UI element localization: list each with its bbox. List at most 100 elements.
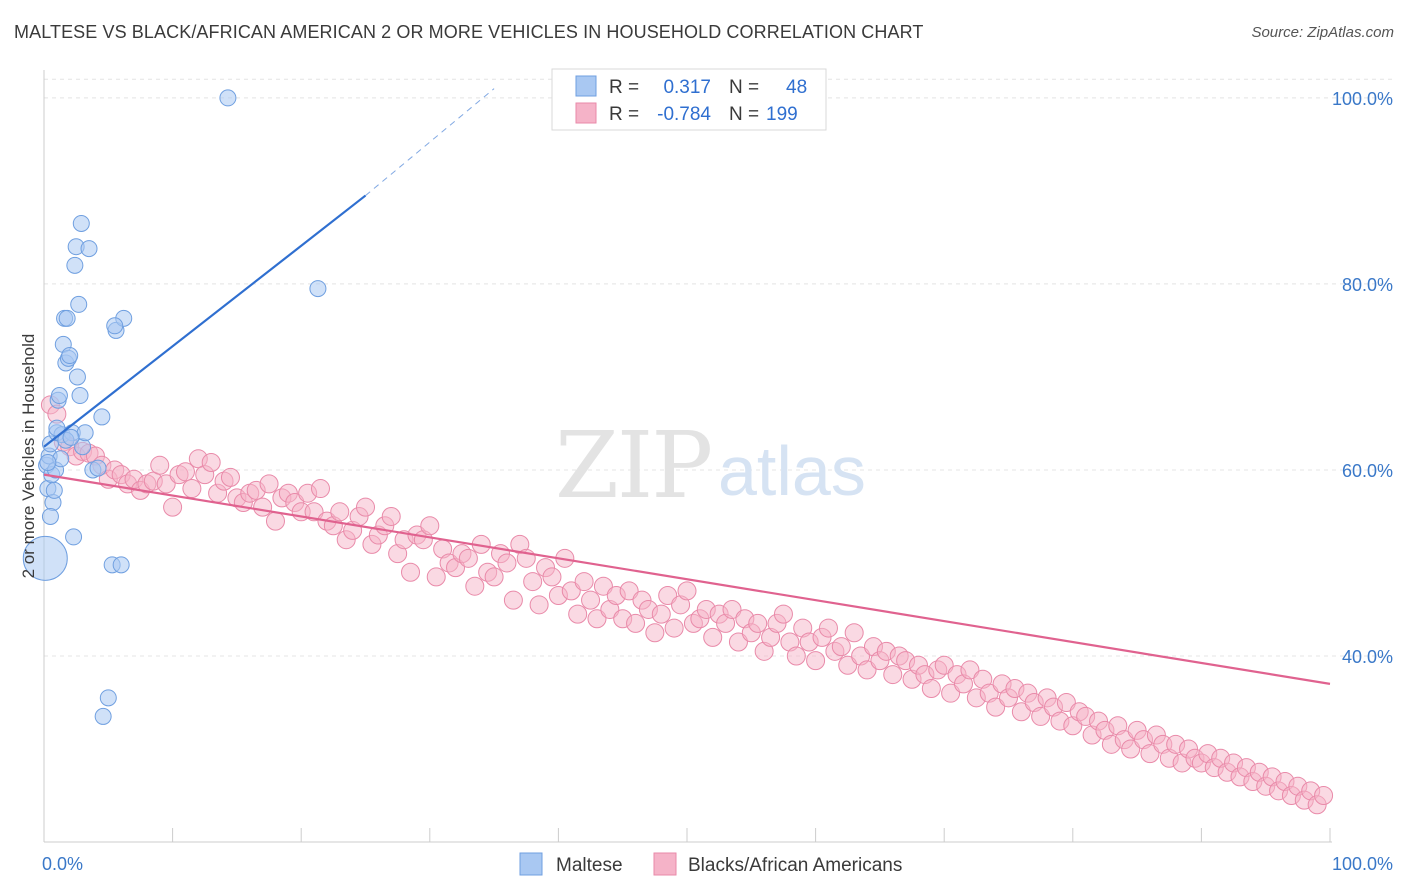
bottom-legend-swatch-maltese — [519, 852, 543, 876]
blacks-point — [259, 474, 279, 494]
blacks-point — [703, 627, 723, 647]
blacks-point — [497, 553, 517, 573]
blacks-point — [986, 697, 1006, 717]
legend-box: R = 0.317 N = 48 R = -0.784 N = 199 — [551, 68, 827, 131]
legend-r-label-1: R = — [609, 77, 639, 98]
blacks-trend-line — [43, 473, 1331, 685]
maltese-point — [94, 707, 112, 725]
blacks-point — [818, 618, 838, 638]
grid-lines — [44, 78, 1392, 657]
legend-n-label-1: N = — [729, 77, 759, 98]
blacks-point — [773, 604, 793, 624]
blacks-point — [651, 604, 671, 624]
legend-n-value-1: 48 — [786, 77, 807, 98]
watermark: ZIP atlas — [555, 412, 866, 519]
watermark-atlas: atlas — [718, 432, 866, 510]
maltese-point — [71, 387, 89, 405]
blacks-point — [156, 474, 176, 494]
maltese-trend-extension — [365, 88, 495, 196]
chart-title: MALTESE VS BLACK/AFRICAN AMERICAN 2 OR M… — [14, 22, 924, 42]
blacks-point — [304, 502, 324, 522]
blacks-point — [265, 511, 285, 531]
blacks-point — [163, 497, 183, 517]
blacks-point — [677, 581, 697, 601]
blacks-point — [201, 453, 221, 473]
blacks-point — [619, 581, 639, 601]
blacks-point — [310, 479, 330, 499]
blacks-point — [883, 665, 903, 685]
x-tick-label-min: 0.0% — [42, 854, 83, 874]
blacks-point — [401, 562, 421, 582]
blacks-point — [484, 567, 504, 587]
maltese-point — [45, 481, 63, 499]
blacks-point — [831, 637, 851, 657]
blacks-point — [253, 497, 273, 517]
blacks-point — [645, 623, 665, 643]
blacks-point — [728, 632, 748, 652]
blacks-point — [426, 567, 446, 587]
blacks-point — [175, 462, 195, 482]
blacks-point — [542, 567, 562, 587]
blacks-point — [356, 497, 375, 517]
maltese-point — [22, 535, 68, 581]
blacks-point — [458, 548, 478, 568]
blacks-point — [857, 660, 877, 680]
maltese-point — [70, 295, 88, 313]
maltese-point — [309, 280, 327, 298]
maltese-point — [65, 528, 83, 546]
y-tick-label: 80.0% — [1342, 275, 1393, 295]
blacks-point — [523, 572, 543, 592]
blacks-point — [1056, 692, 1076, 712]
blacks-point — [568, 604, 588, 624]
blacks-point — [465, 576, 485, 596]
maltese-trend-line — [43, 194, 367, 448]
watermark-zip: ZIP — [555, 412, 711, 519]
blacks-point — [503, 590, 523, 610]
maltese-point — [61, 347, 79, 365]
blacks-point — [1011, 702, 1031, 722]
bottom-legend: Maltese Blacks/African Americans — [519, 852, 902, 876]
maltese-point — [68, 368, 86, 386]
blacks-point — [581, 590, 601, 610]
maltese-point — [89, 459, 107, 477]
maltese-point — [76, 424, 94, 442]
bottom-legend-swatch-blacks — [653, 852, 677, 876]
blacks-point — [220, 467, 240, 487]
blacks-point — [1314, 785, 1334, 805]
y-tick-label: 100.0% — [1332, 89, 1393, 109]
y-axis-tick-labels: 40.0% 60.0% 80.0% 100.0% — [1332, 89, 1393, 667]
blacks-point — [941, 683, 961, 703]
legend-swatch-blacks — [575, 102, 597, 124]
x-axis-ticks — [43, 828, 1331, 842]
blacks-point — [806, 651, 826, 671]
maltese-point — [50, 387, 68, 405]
blacks-point — [1121, 739, 1141, 759]
blacks-point — [934, 655, 954, 675]
blacks-point — [664, 618, 684, 638]
series-maltese-points — [22, 89, 327, 725]
blacks-point — [529, 595, 549, 615]
blacks-point — [587, 609, 607, 629]
blacks-point — [381, 506, 401, 526]
maltese-point — [72, 214, 90, 232]
trend-lines — [43, 88, 1331, 685]
legend-r-value-1: 0.317 — [663, 77, 711, 98]
x-tick-label-max: 100.0% — [1332, 854, 1393, 874]
blacks-point — [748, 613, 768, 633]
blacks-point — [150, 455, 170, 475]
maltese-point — [106, 317, 124, 335]
blacks-point — [574, 572, 594, 592]
maltese-point — [39, 454, 57, 472]
blacks-point — [330, 502, 350, 522]
series-blacks-african-americans-points — [40, 395, 1334, 815]
blacks-point — [844, 623, 864, 643]
blacks-point — [1031, 706, 1051, 726]
blacks-point — [561, 581, 581, 601]
blacks-point — [786, 646, 806, 666]
maltese-point — [62, 428, 80, 446]
legend-swatch-maltese — [575, 75, 597, 97]
blacks-point — [593, 576, 613, 596]
maltese-point — [66, 256, 84, 274]
legend-n-label-2: N = — [729, 104, 759, 125]
